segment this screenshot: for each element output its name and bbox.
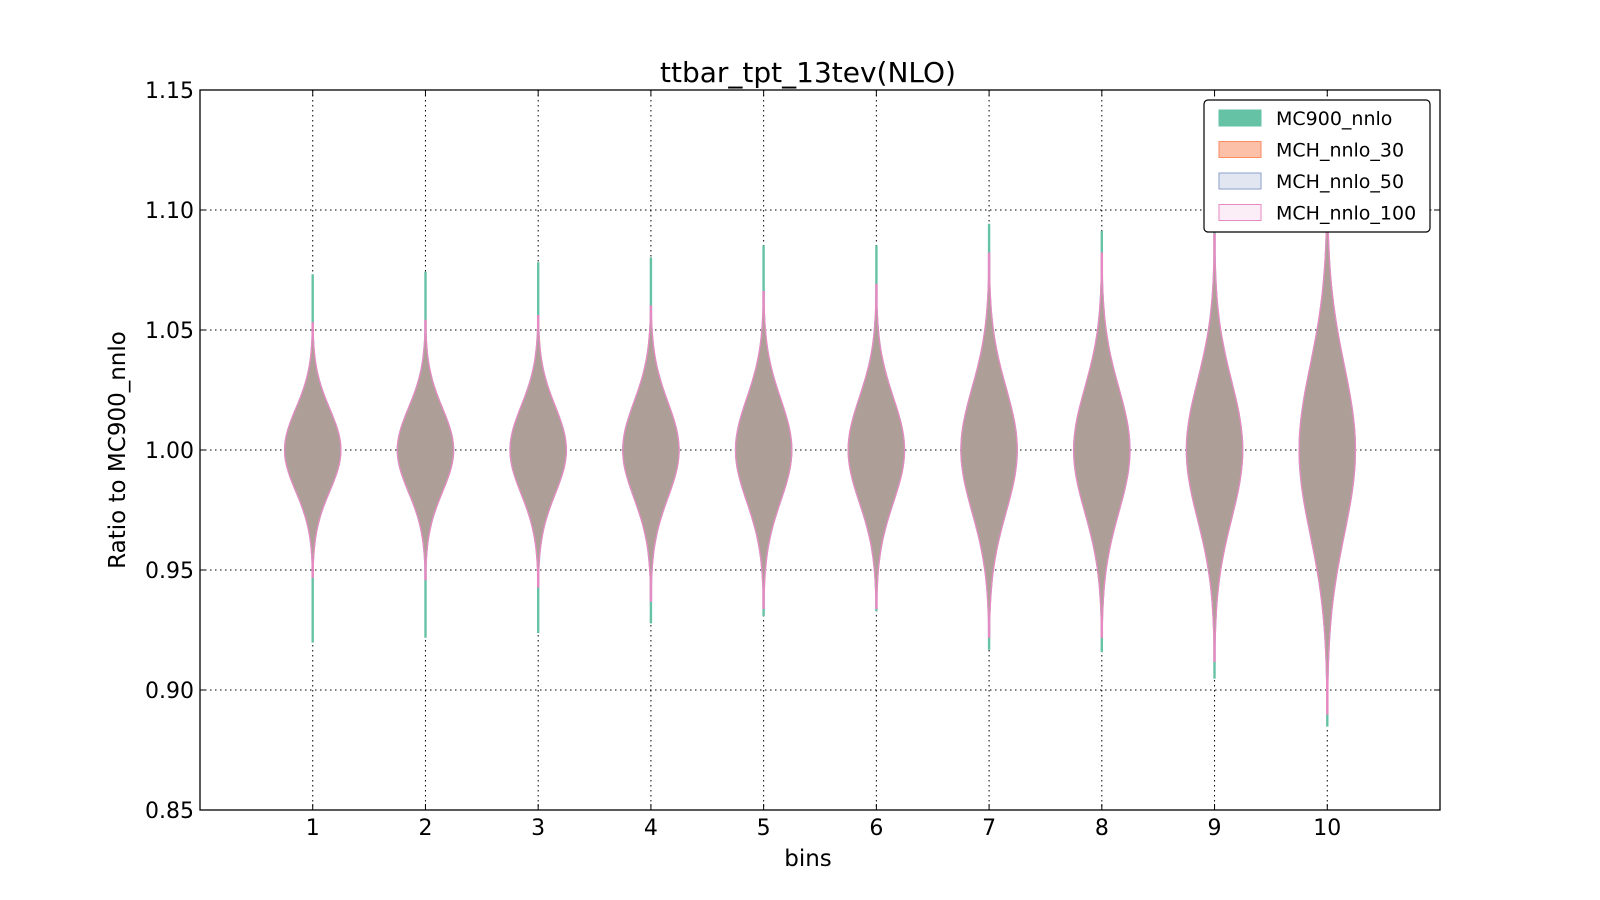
- x-tick-label: 7: [982, 816, 996, 841]
- legend-swatch-MCH_nnlo_100: [1218, 204, 1262, 221]
- x-tick-label: 5: [757, 816, 771, 841]
- legend: MC900_nnlo MCH_nnlo_30 MCH_nnlo_50 MCH_nnlo…: [1203, 99, 1431, 233]
- x-tick-label: 10: [1313, 816, 1341, 841]
- violin-mch-bin-5: [734, 290, 793, 610]
- legend-label: MC900_nnlo: [1276, 108, 1392, 130]
- x-tick-label: 4: [644, 816, 658, 841]
- legend-label: MCH_nnlo_100: [1276, 203, 1416, 225]
- chart-title: ttbar_tpt_13tev(NLO): [660, 56, 956, 89]
- y-tick-label: 1.00: [145, 439, 194, 464]
- violin-mch-bin-1: [283, 322, 342, 578]
- violins: [283, 185, 1357, 727]
- x-tick-label: 9: [1208, 816, 1222, 841]
- legend-box: [1203, 99, 1431, 233]
- violin-mch-bin-6: [847, 283, 906, 610]
- y-tick-label: 0.85: [145, 799, 194, 824]
- x-tick-label: 8: [1095, 816, 1109, 841]
- legend-swatch-MC900_nnlo: [1218, 109, 1262, 127]
- violin-mch-bin-9: [1185, 233, 1244, 662]
- x-axis-ticks: 1 2 3 4 5 6 7 8 9 10: [306, 90, 1341, 841]
- legend-label: MCH_nnlo_50: [1276, 171, 1404, 193]
- x-tick-label: 3: [531, 816, 545, 841]
- x-tick-label: 2: [418, 816, 432, 841]
- y-tick-label: 1.15: [145, 79, 194, 104]
- violin-mch-bin-7: [960, 252, 1018, 638]
- y-tick-label: 0.90: [145, 679, 194, 704]
- y-tick-label: 1.10: [145, 199, 194, 224]
- violin-mch-bin-4: [622, 305, 680, 602]
- x-tick-label: 1: [306, 816, 320, 841]
- violin-mch-bin-2: [396, 319, 455, 581]
- y-axis-ticks: 0.85 0.90 0.95 1.00 1.05 1.10 1.15: [145, 79, 1440, 824]
- y-tick-label: 1.05: [145, 319, 194, 344]
- y-axis-label: Ratio to MC900_nnlo: [105, 331, 131, 569]
- legend-label: MCH_nnlo_30: [1276, 140, 1404, 162]
- violin-mch-bin-8: [1072, 252, 1131, 638]
- legend-swatch-MCH_nnlo_50: [1218, 172, 1262, 190]
- legend-swatch-MCH_nnlo_30: [1218, 141, 1262, 158]
- violin-mch-bin-3: [509, 314, 568, 588]
- x-tick-label: 6: [869, 816, 883, 841]
- x-axis-label: bins: [784, 846, 832, 872]
- y-tick-label: 0.95: [145, 559, 194, 584]
